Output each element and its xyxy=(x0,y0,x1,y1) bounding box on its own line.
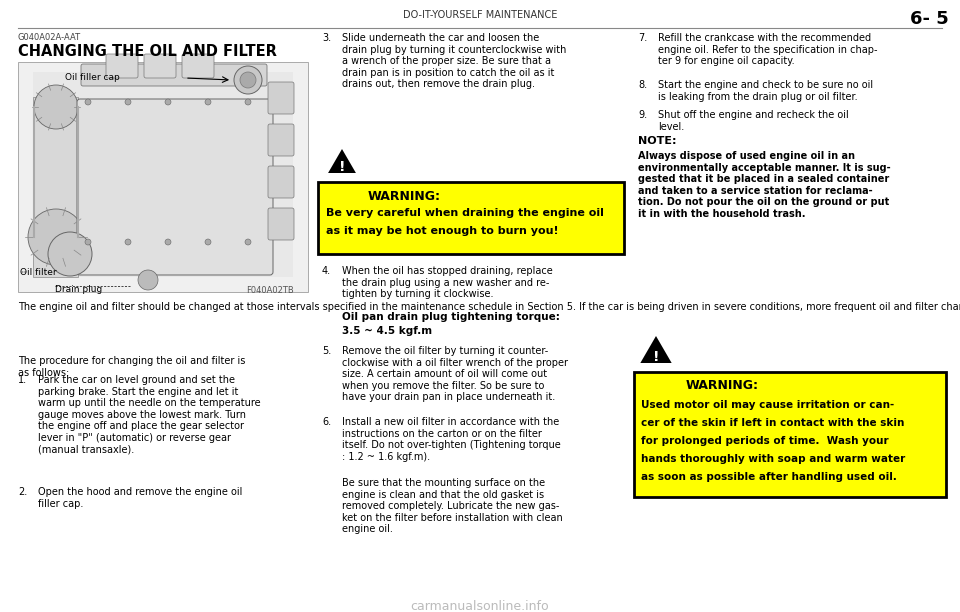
Bar xyxy=(33,97,78,277)
Text: carmanualsonline.info: carmanualsonline.info xyxy=(411,600,549,612)
Circle shape xyxy=(245,239,251,245)
Circle shape xyxy=(205,99,211,105)
FancyBboxPatch shape xyxy=(268,82,294,114)
Text: Install a new oil filter in accordance with the
instructions on the carton or on: Install a new oil filter in accordance w… xyxy=(342,417,561,462)
FancyBboxPatch shape xyxy=(81,64,267,86)
Text: Drain plug: Drain plug xyxy=(55,285,103,294)
Text: Refill the crankcase with the recommended
engine oil. Refer to the specification: Refill the crankcase with the recommende… xyxy=(658,33,877,66)
FancyBboxPatch shape xyxy=(106,54,138,78)
Text: WARNING:: WARNING: xyxy=(368,190,441,203)
Text: 3.: 3. xyxy=(322,33,331,43)
Text: Park the car on level ground and set the
parking brake. Start the engine and let: Park the car on level ground and set the… xyxy=(38,375,260,455)
Text: The procedure for changing the oil and filter is
as follows:: The procedure for changing the oil and f… xyxy=(18,356,246,378)
Bar xyxy=(18,62,308,292)
Text: !: ! xyxy=(653,349,660,364)
Circle shape xyxy=(240,72,256,88)
Text: Remove the oil filter by turning it counter-
clockwise with a oil filter wrench : Remove the oil filter by turning it coun… xyxy=(342,346,568,403)
Text: When the oil has stopped draining, replace
the drain plug using a new washer and: When the oil has stopped draining, repla… xyxy=(342,266,553,299)
Text: Used motor oil may cause irritation or can-: Used motor oil may cause irritation or c… xyxy=(641,400,895,410)
Text: Be very careful when draining the engine oil: Be very careful when draining the engine… xyxy=(326,208,604,218)
Text: as it may be hot enough to burn you!: as it may be hot enough to burn you! xyxy=(326,226,559,236)
Polygon shape xyxy=(640,336,672,363)
Text: 2.: 2. xyxy=(18,487,27,497)
Text: Open the hood and remove the engine oil
filler cap.: Open the hood and remove the engine oil … xyxy=(38,487,242,509)
Text: Shut off the engine and recheck the oil
level.: Shut off the engine and recheck the oil … xyxy=(658,110,849,132)
Text: NOTE:: NOTE: xyxy=(638,136,677,146)
Text: hands thoroughly with soap and warm water: hands thoroughly with soap and warm wate… xyxy=(641,454,905,464)
Text: !: ! xyxy=(339,160,346,174)
Text: cer of the skin if left in contact with the skin: cer of the skin if left in contact with … xyxy=(641,418,904,428)
Text: 6- 5: 6- 5 xyxy=(910,10,948,28)
Text: 9.: 9. xyxy=(638,110,647,120)
Text: 5.: 5. xyxy=(322,346,331,356)
Text: The engine oil and filter should be changed at those intervals specified in the : The engine oil and filter should be chan… xyxy=(18,302,960,312)
FancyBboxPatch shape xyxy=(268,208,294,240)
Circle shape xyxy=(138,270,158,290)
Bar xyxy=(634,372,946,497)
FancyBboxPatch shape xyxy=(182,54,214,78)
Circle shape xyxy=(28,209,84,265)
Circle shape xyxy=(165,239,171,245)
Circle shape xyxy=(245,99,251,105)
Circle shape xyxy=(125,239,131,245)
Text: Oil filler cap: Oil filler cap xyxy=(65,73,120,82)
Text: Slide underneath the car and loosen the
drain plug by turning it counterclockwis: Slide underneath the car and loosen the … xyxy=(342,33,566,89)
Text: 4.: 4. xyxy=(322,266,331,276)
Text: 8.: 8. xyxy=(638,80,647,90)
Circle shape xyxy=(85,239,91,245)
Text: Always dispose of used engine oil in an
environmentally acceptable manner. It is: Always dispose of used engine oil in an … xyxy=(638,151,891,219)
Circle shape xyxy=(48,232,92,276)
Text: for prolonged periods of time.  Wash your: for prolonged periods of time. Wash your xyxy=(641,436,889,446)
Circle shape xyxy=(205,239,211,245)
FancyBboxPatch shape xyxy=(268,166,294,198)
Circle shape xyxy=(125,99,131,105)
Text: 3.5 ~ 4.5 kgf.m: 3.5 ~ 4.5 kgf.m xyxy=(342,326,432,336)
Text: 7.: 7. xyxy=(638,33,647,43)
Bar xyxy=(318,182,624,254)
Text: Be sure that the mounting surface on the
engine is clean and that the old gasket: Be sure that the mounting surface on the… xyxy=(342,478,563,534)
Text: G040A02A-AAT: G040A02A-AAT xyxy=(18,33,82,42)
Text: CHANGING THE OIL AND FILTER: CHANGING THE OIL AND FILTER xyxy=(18,44,276,59)
Polygon shape xyxy=(328,149,356,173)
Circle shape xyxy=(234,66,262,94)
FancyBboxPatch shape xyxy=(268,124,294,156)
Text: WARNING:: WARNING: xyxy=(686,379,759,392)
Text: Oil pan drain plug tightening torque:: Oil pan drain plug tightening torque: xyxy=(342,312,560,322)
Text: 6.: 6. xyxy=(322,417,331,427)
Text: F040A02TB: F040A02TB xyxy=(246,286,294,295)
Text: Oil filter: Oil filter xyxy=(20,268,57,277)
FancyBboxPatch shape xyxy=(77,99,273,275)
Circle shape xyxy=(85,99,91,105)
Text: Start the engine and check to be sure no oil
is leaking from the drain plug or o: Start the engine and check to be sure no… xyxy=(658,80,874,102)
Text: as soon as possible after handling used oil.: as soon as possible after handling used … xyxy=(641,472,897,482)
Text: DO-IT-YOURSELF MAINTENANCE: DO-IT-YOURSELF MAINTENANCE xyxy=(403,10,557,20)
Bar xyxy=(33,72,293,277)
Text: 1.: 1. xyxy=(18,375,27,385)
Circle shape xyxy=(34,85,78,129)
Circle shape xyxy=(165,99,171,105)
FancyBboxPatch shape xyxy=(144,54,176,78)
